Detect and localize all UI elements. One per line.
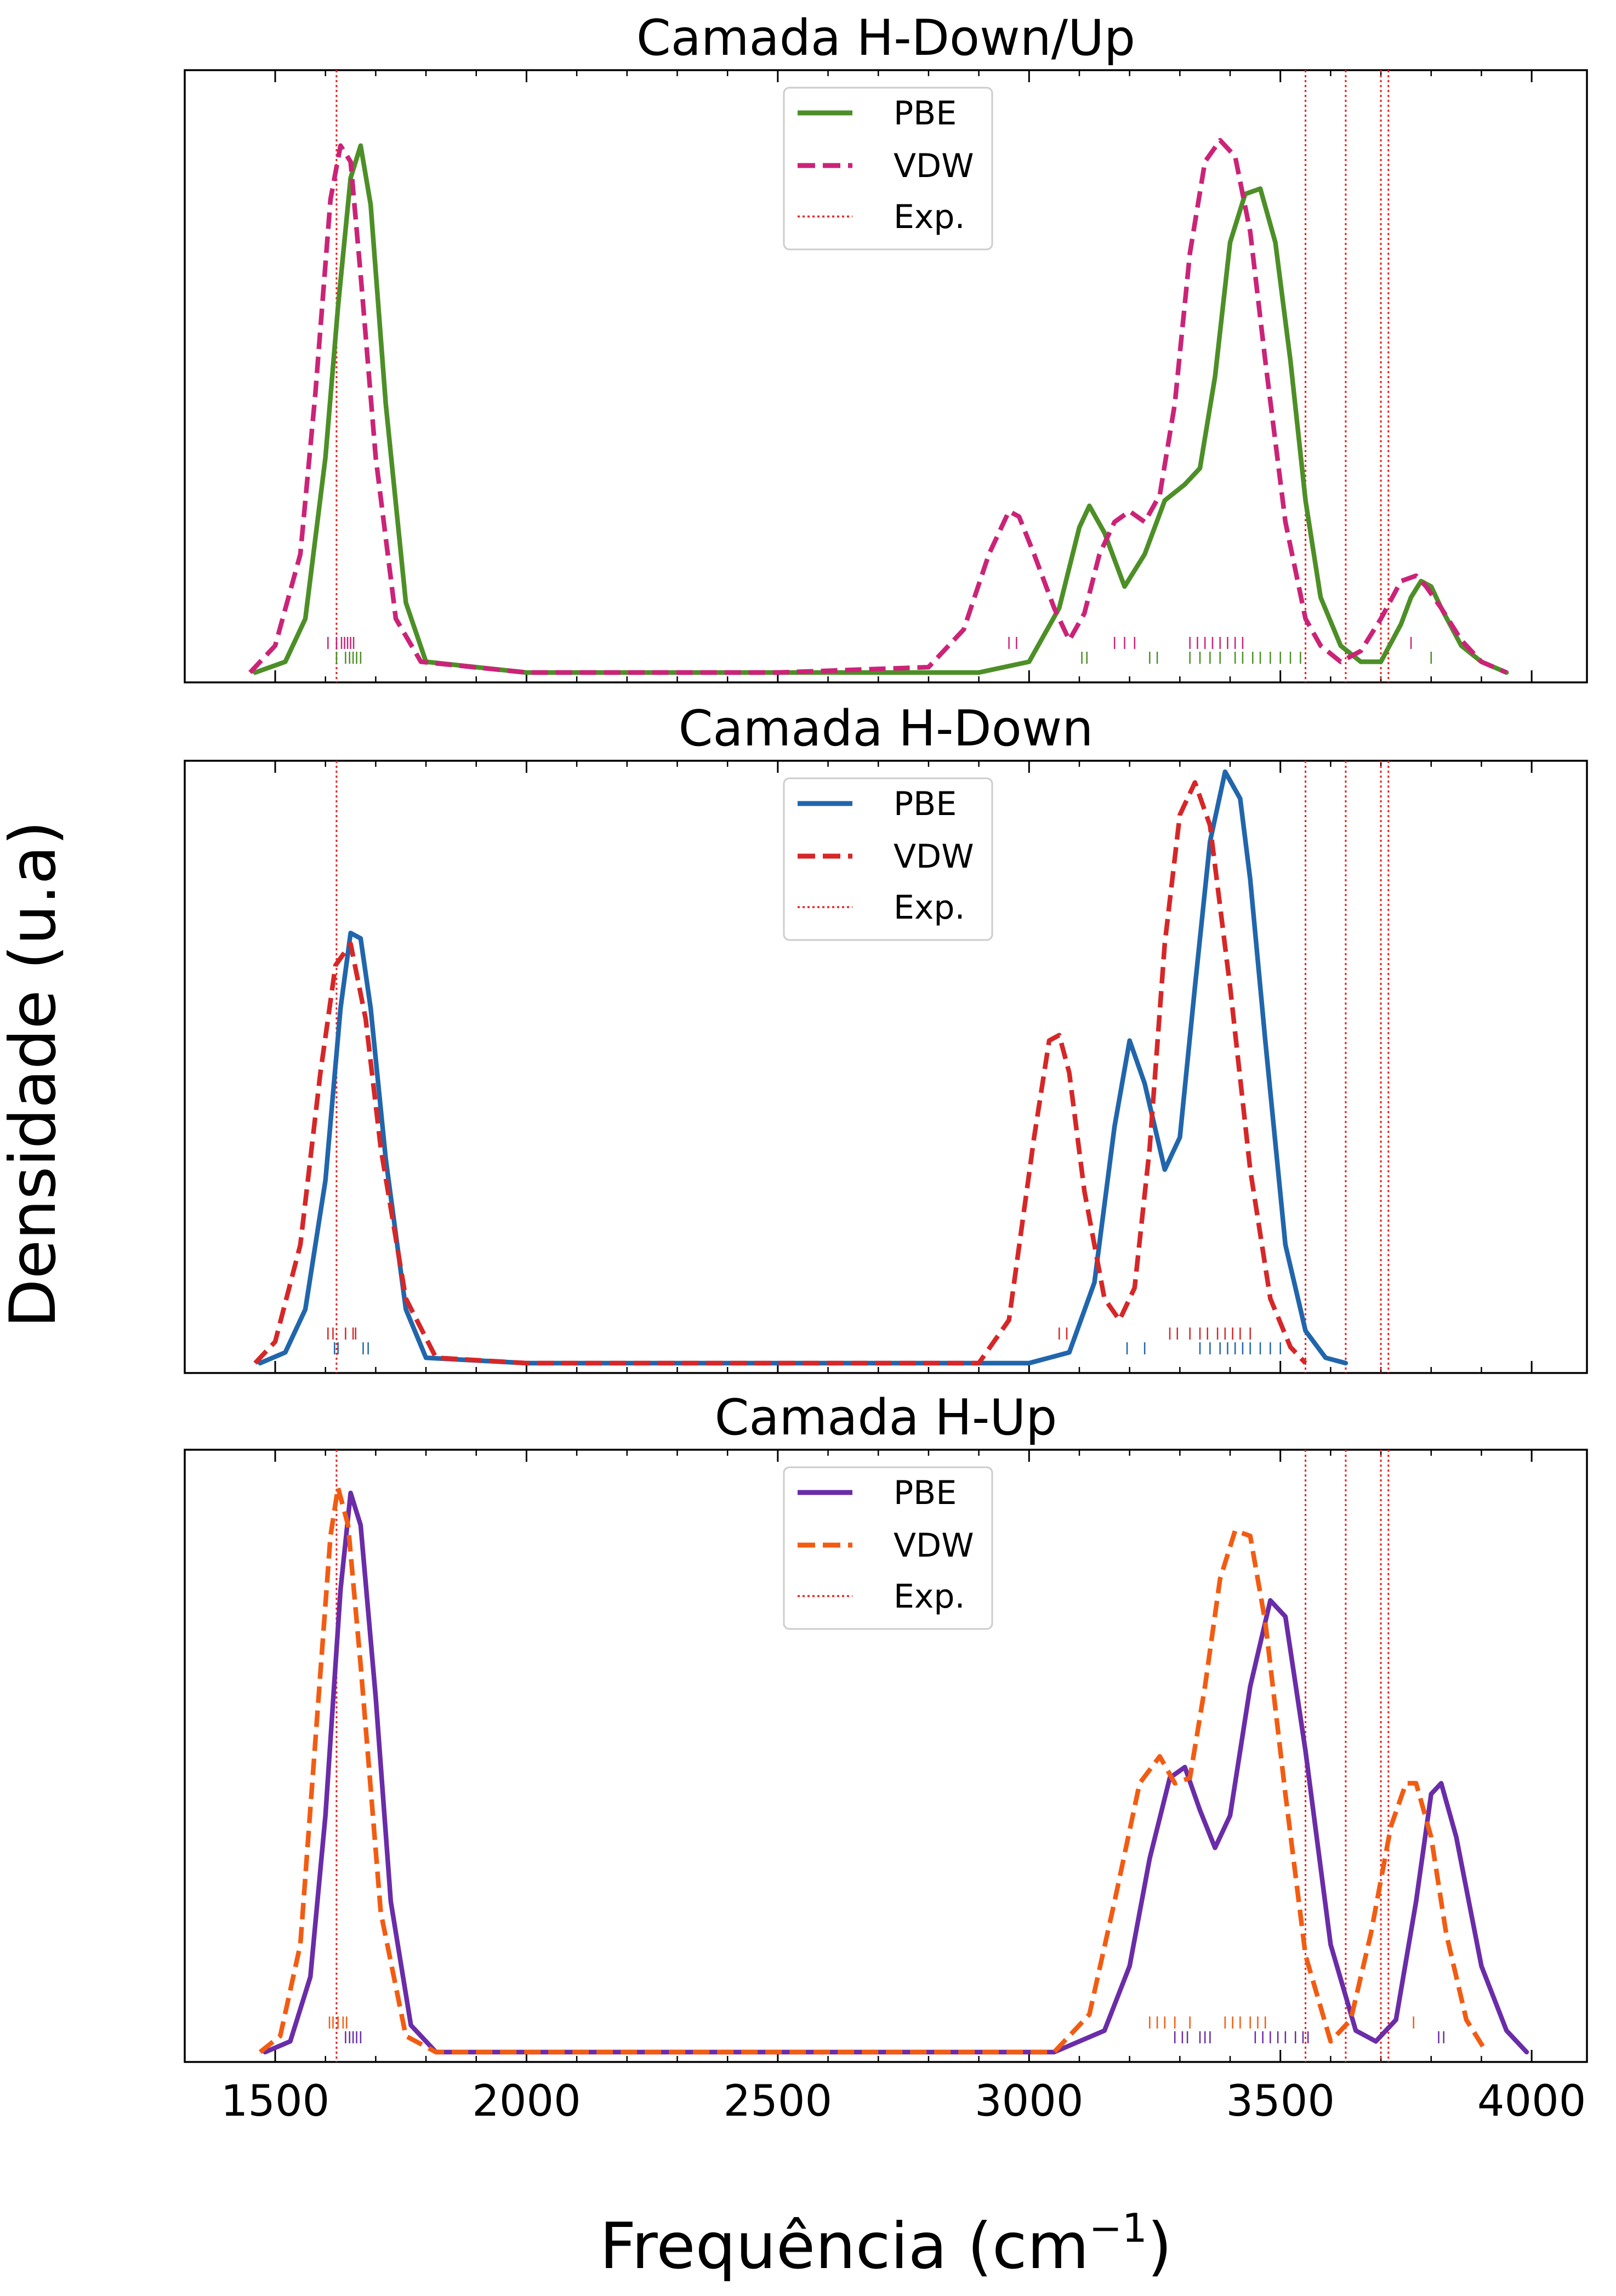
panel-h-down-up: Camada H-Down/Up PBE VDW Exp. xyxy=(184,9,1588,683)
plot-frame xyxy=(184,69,1588,683)
series-line-pbe xyxy=(263,1490,1529,2055)
legend: PBE VDW Exp. xyxy=(783,87,993,250)
x-tick-label: 2500 xyxy=(724,2077,833,2126)
legend-label-pbe: PBE xyxy=(894,94,957,133)
series-line-vdw xyxy=(248,138,1507,675)
plot-area xyxy=(184,760,1588,1374)
panel-h-up: Camada H-Up PBE VDW Exp. xyxy=(184,1389,1588,2063)
legend: PBE VDW Exp. xyxy=(783,1466,993,1630)
legend-label-pbe: PBE xyxy=(894,1474,957,1512)
legend-frame xyxy=(783,1466,993,1630)
legend-frame xyxy=(783,777,993,941)
x-axis-label: Frequência (cm−1) xyxy=(600,2205,1172,2283)
legend-frame xyxy=(783,87,993,250)
series-line-vdw xyxy=(253,780,1307,1366)
legend-label-exp: Exp. xyxy=(894,888,965,927)
x-axis-label-close: ) xyxy=(1147,2209,1172,2283)
legend-label-vdw: VDW xyxy=(894,838,974,876)
plot-area xyxy=(184,1449,1588,2063)
plot-frame xyxy=(184,1449,1588,2063)
legend-label-pbe: PBE xyxy=(894,785,957,823)
y-axis-label: Densidade (u.a) xyxy=(0,821,70,1328)
panel-h-down: Camada H-Down PBE VDW Exp. xyxy=(184,700,1588,1374)
legend-label-exp: Exp. xyxy=(894,198,965,236)
series-line-vdw xyxy=(258,1485,1489,2055)
plot-area xyxy=(184,69,1588,683)
legend: PBE VDW Exp. xyxy=(783,777,993,941)
panel-title: Camada H-Down xyxy=(679,700,1094,757)
legend-label-vdw: VDW xyxy=(894,1526,974,1565)
x-axis-label-exponent: −1 xyxy=(1089,2205,1147,2251)
legend-label-exp: Exp. xyxy=(894,1577,965,1616)
legend-label-vdw: VDW xyxy=(894,147,974,185)
plot-frame xyxy=(184,760,1588,1374)
x-tick-label: 2000 xyxy=(472,2077,581,2126)
panel-title: Camada H-Down/Up xyxy=(636,9,1135,67)
series-line-pbe xyxy=(253,143,1509,675)
series-line-pbe xyxy=(258,769,1348,1366)
x-axis-label-main: Frequência (cm xyxy=(600,2209,1089,2283)
panel-title: Camada H-Up xyxy=(715,1389,1057,1446)
x-tick-label: 3000 xyxy=(975,2077,1084,2126)
x-tick-label: 1500 xyxy=(221,2077,330,2126)
x-tick-labels: 1500 2000 2500 3000 3500 4000 xyxy=(221,2077,1586,2126)
x-tick-label: 3500 xyxy=(1226,2077,1335,2126)
x-tick-label: 4000 xyxy=(1477,2077,1586,2126)
